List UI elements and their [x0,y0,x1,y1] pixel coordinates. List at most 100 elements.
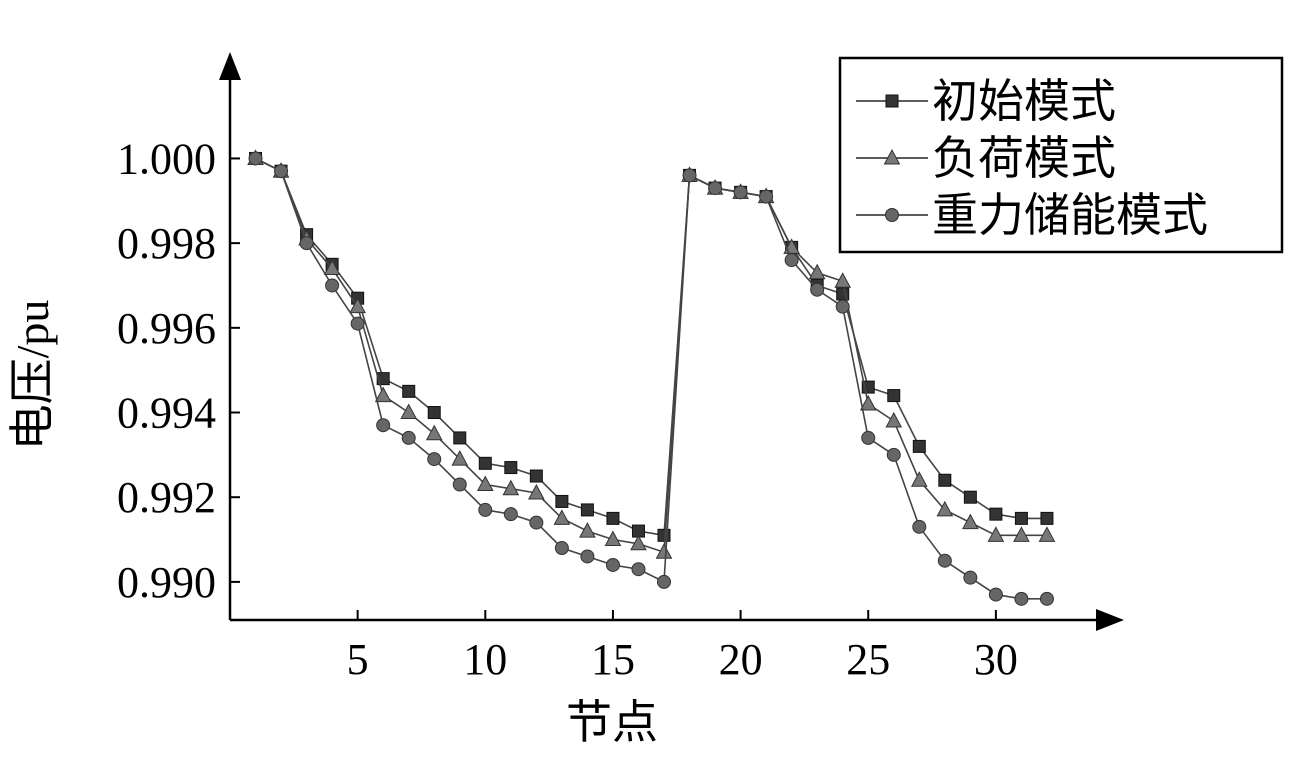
data-point [987,526,1005,542]
legend-item: 初始模式 [856,76,1116,127]
data-point [1040,511,1054,525]
data-point [708,181,723,196]
y-tick-label: 0.992 [117,473,216,522]
x-ticks: 5 10 15 20 25 30 [347,610,1018,684]
data-point [529,469,543,483]
data-point [400,403,418,420]
data-point [553,509,571,525]
data-point [402,384,416,398]
data-point [1014,591,1029,606]
data-point [810,282,825,297]
data-point [606,511,620,525]
data-point [912,439,926,453]
data-point [784,253,799,268]
data-point [655,543,673,559]
data-point [937,553,952,568]
data-point [1013,526,1030,542]
data-point [1038,526,1056,542]
data-point [808,263,826,280]
y-tick-label: 0.994 [117,389,216,438]
legend-marker [885,94,899,108]
x-axis-arrow [1096,609,1124,631]
data-point [478,456,492,470]
data-point [323,259,341,276]
data-point [861,430,876,445]
x-tick-label: 10 [463,635,507,684]
data-point [299,236,314,251]
series-3 [248,151,1054,606]
data-point [1039,591,1054,606]
data-point [887,389,901,403]
data-point [554,541,569,556]
legend-item: 重力储能模式 [856,190,1208,241]
data-point [1014,511,1028,525]
data-point [988,587,1003,602]
data-point [580,549,595,564]
y-axis-title: 电压/pu [7,300,58,451]
data-point [938,473,952,487]
series-layer [247,149,1056,606]
data-point [349,297,366,314]
data-point [248,151,263,166]
x-tick-label: 15 [591,635,635,684]
legend-item: 负荷模式 [856,133,1116,184]
x-tick-label: 25 [846,635,890,684]
data-point [733,185,748,200]
data-point [528,483,545,500]
data-point [834,272,852,288]
y-tick-label: 1.000 [117,134,216,183]
data-point [963,570,978,585]
legend-marker [885,208,899,222]
data-point [936,500,954,517]
x-axis-title: 节点 [566,697,658,748]
data-point [886,447,901,462]
data-point [630,534,647,551]
y-tick-label: 0.996 [117,304,216,353]
data-point [580,503,594,517]
legend-label: 初始模式 [932,76,1116,127]
y-tick-label: 0.998 [117,219,216,268]
data-point [682,168,697,183]
data-point [502,479,520,496]
data-point [657,528,671,542]
data-point [374,386,392,403]
data-point [989,507,1003,521]
data-point [835,299,850,314]
data-point [579,522,596,538]
legend-box [838,56,1284,254]
data-point [478,502,493,517]
data-point [859,394,877,411]
data-point [476,475,494,491]
data-point [274,164,289,179]
x-tick-label: 20 [719,635,763,684]
data-point [885,411,903,428]
y-axis-arrow [219,52,241,80]
data-point [504,461,518,475]
legend-marker [883,148,901,165]
data-point [912,519,927,534]
data-point [503,507,518,522]
data-point [451,450,469,466]
data-point [453,431,467,445]
data-point [427,406,441,420]
legend-label: 负荷模式 [932,133,1116,184]
data-point [604,530,622,547]
x-tick-label: 30 [974,635,1018,684]
legend-label: 重力储能模式 [932,190,1208,241]
data-point [425,424,443,441]
data-point [962,513,979,530]
data-point [376,372,390,386]
data-point [910,471,928,487]
data-point [529,515,544,530]
data-point [376,418,391,433]
data-point [657,574,671,589]
y-ticks: 0.990 0.992 0.994 0.996 0.998 1.000 [117,134,240,607]
data-point [350,316,365,331]
x-tick-label: 5 [347,635,369,684]
data-point [325,278,340,293]
data-point [631,562,646,577]
data-point [427,452,442,467]
